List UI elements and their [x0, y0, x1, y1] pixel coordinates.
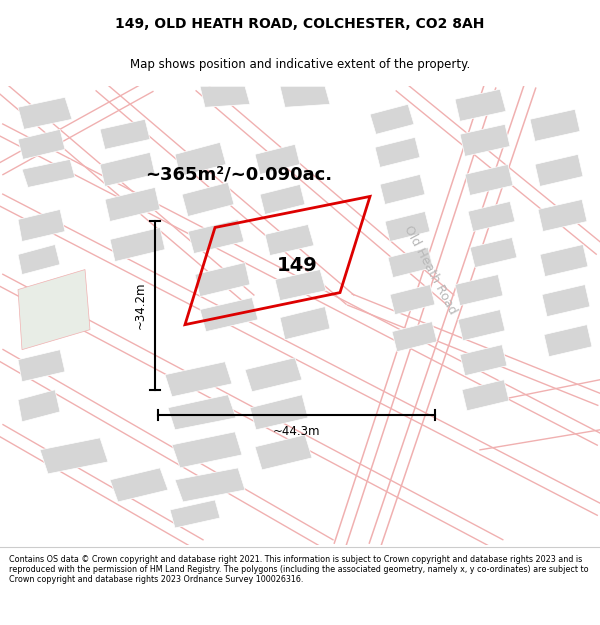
- Polygon shape: [455, 274, 503, 306]
- Polygon shape: [18, 269, 90, 349]
- Polygon shape: [100, 119, 150, 149]
- Polygon shape: [265, 224, 314, 256]
- Polygon shape: [18, 244, 60, 274]
- Polygon shape: [165, 362, 232, 397]
- Polygon shape: [175, 468, 245, 502]
- Polygon shape: [105, 188, 160, 221]
- Text: Old Heath Road: Old Heath Road: [401, 223, 459, 316]
- Polygon shape: [275, 269, 326, 301]
- Polygon shape: [18, 390, 60, 422]
- Polygon shape: [470, 238, 517, 268]
- Polygon shape: [462, 380, 509, 411]
- Polygon shape: [370, 104, 414, 134]
- Polygon shape: [200, 298, 258, 332]
- Polygon shape: [175, 142, 226, 176]
- Polygon shape: [460, 344, 507, 376]
- Polygon shape: [392, 322, 437, 352]
- Polygon shape: [544, 324, 592, 357]
- Polygon shape: [18, 209, 65, 241]
- Text: Contains OS data © Crown copyright and database right 2021. This information is : Contains OS data © Crown copyright and d…: [9, 554, 589, 584]
- Polygon shape: [18, 129, 65, 159]
- Text: ~34.2m: ~34.2m: [134, 282, 147, 329]
- Polygon shape: [385, 211, 430, 241]
- Text: ~44.3m: ~44.3m: [273, 425, 320, 438]
- Polygon shape: [188, 219, 244, 254]
- Polygon shape: [280, 307, 330, 339]
- Polygon shape: [40, 438, 108, 474]
- Polygon shape: [255, 435, 312, 470]
- Text: ~365m²/~0.090ac.: ~365m²/~0.090ac.: [145, 166, 332, 183]
- Polygon shape: [100, 152, 155, 186]
- Polygon shape: [530, 109, 580, 141]
- Text: Map shows position and indicative extent of the property.: Map shows position and indicative extent…: [130, 58, 470, 71]
- Polygon shape: [172, 432, 242, 468]
- Polygon shape: [458, 309, 505, 341]
- Polygon shape: [245, 357, 302, 392]
- Polygon shape: [465, 164, 513, 196]
- Polygon shape: [110, 468, 168, 502]
- Polygon shape: [280, 86, 330, 108]
- Text: 149, OLD HEATH ROAD, COLCHESTER, CO2 8AH: 149, OLD HEATH ROAD, COLCHESTER, CO2 8AH: [115, 17, 485, 31]
- Polygon shape: [260, 184, 305, 214]
- Polygon shape: [170, 500, 220, 528]
- Polygon shape: [375, 138, 420, 168]
- Polygon shape: [390, 284, 435, 314]
- Polygon shape: [195, 262, 250, 297]
- Polygon shape: [455, 89, 506, 121]
- Polygon shape: [18, 98, 72, 129]
- Polygon shape: [250, 395, 308, 430]
- Polygon shape: [468, 201, 515, 231]
- Polygon shape: [110, 228, 165, 261]
- Polygon shape: [538, 199, 587, 231]
- Polygon shape: [168, 395, 236, 430]
- Polygon shape: [460, 124, 510, 156]
- Polygon shape: [255, 144, 300, 174]
- Polygon shape: [535, 154, 583, 186]
- Text: 149: 149: [277, 256, 318, 275]
- Polygon shape: [18, 349, 65, 382]
- Polygon shape: [388, 248, 433, 278]
- Polygon shape: [22, 159, 75, 188]
- Polygon shape: [182, 182, 234, 216]
- Polygon shape: [540, 244, 588, 276]
- Polygon shape: [542, 284, 590, 317]
- Polygon shape: [200, 86, 250, 108]
- Polygon shape: [380, 174, 425, 204]
